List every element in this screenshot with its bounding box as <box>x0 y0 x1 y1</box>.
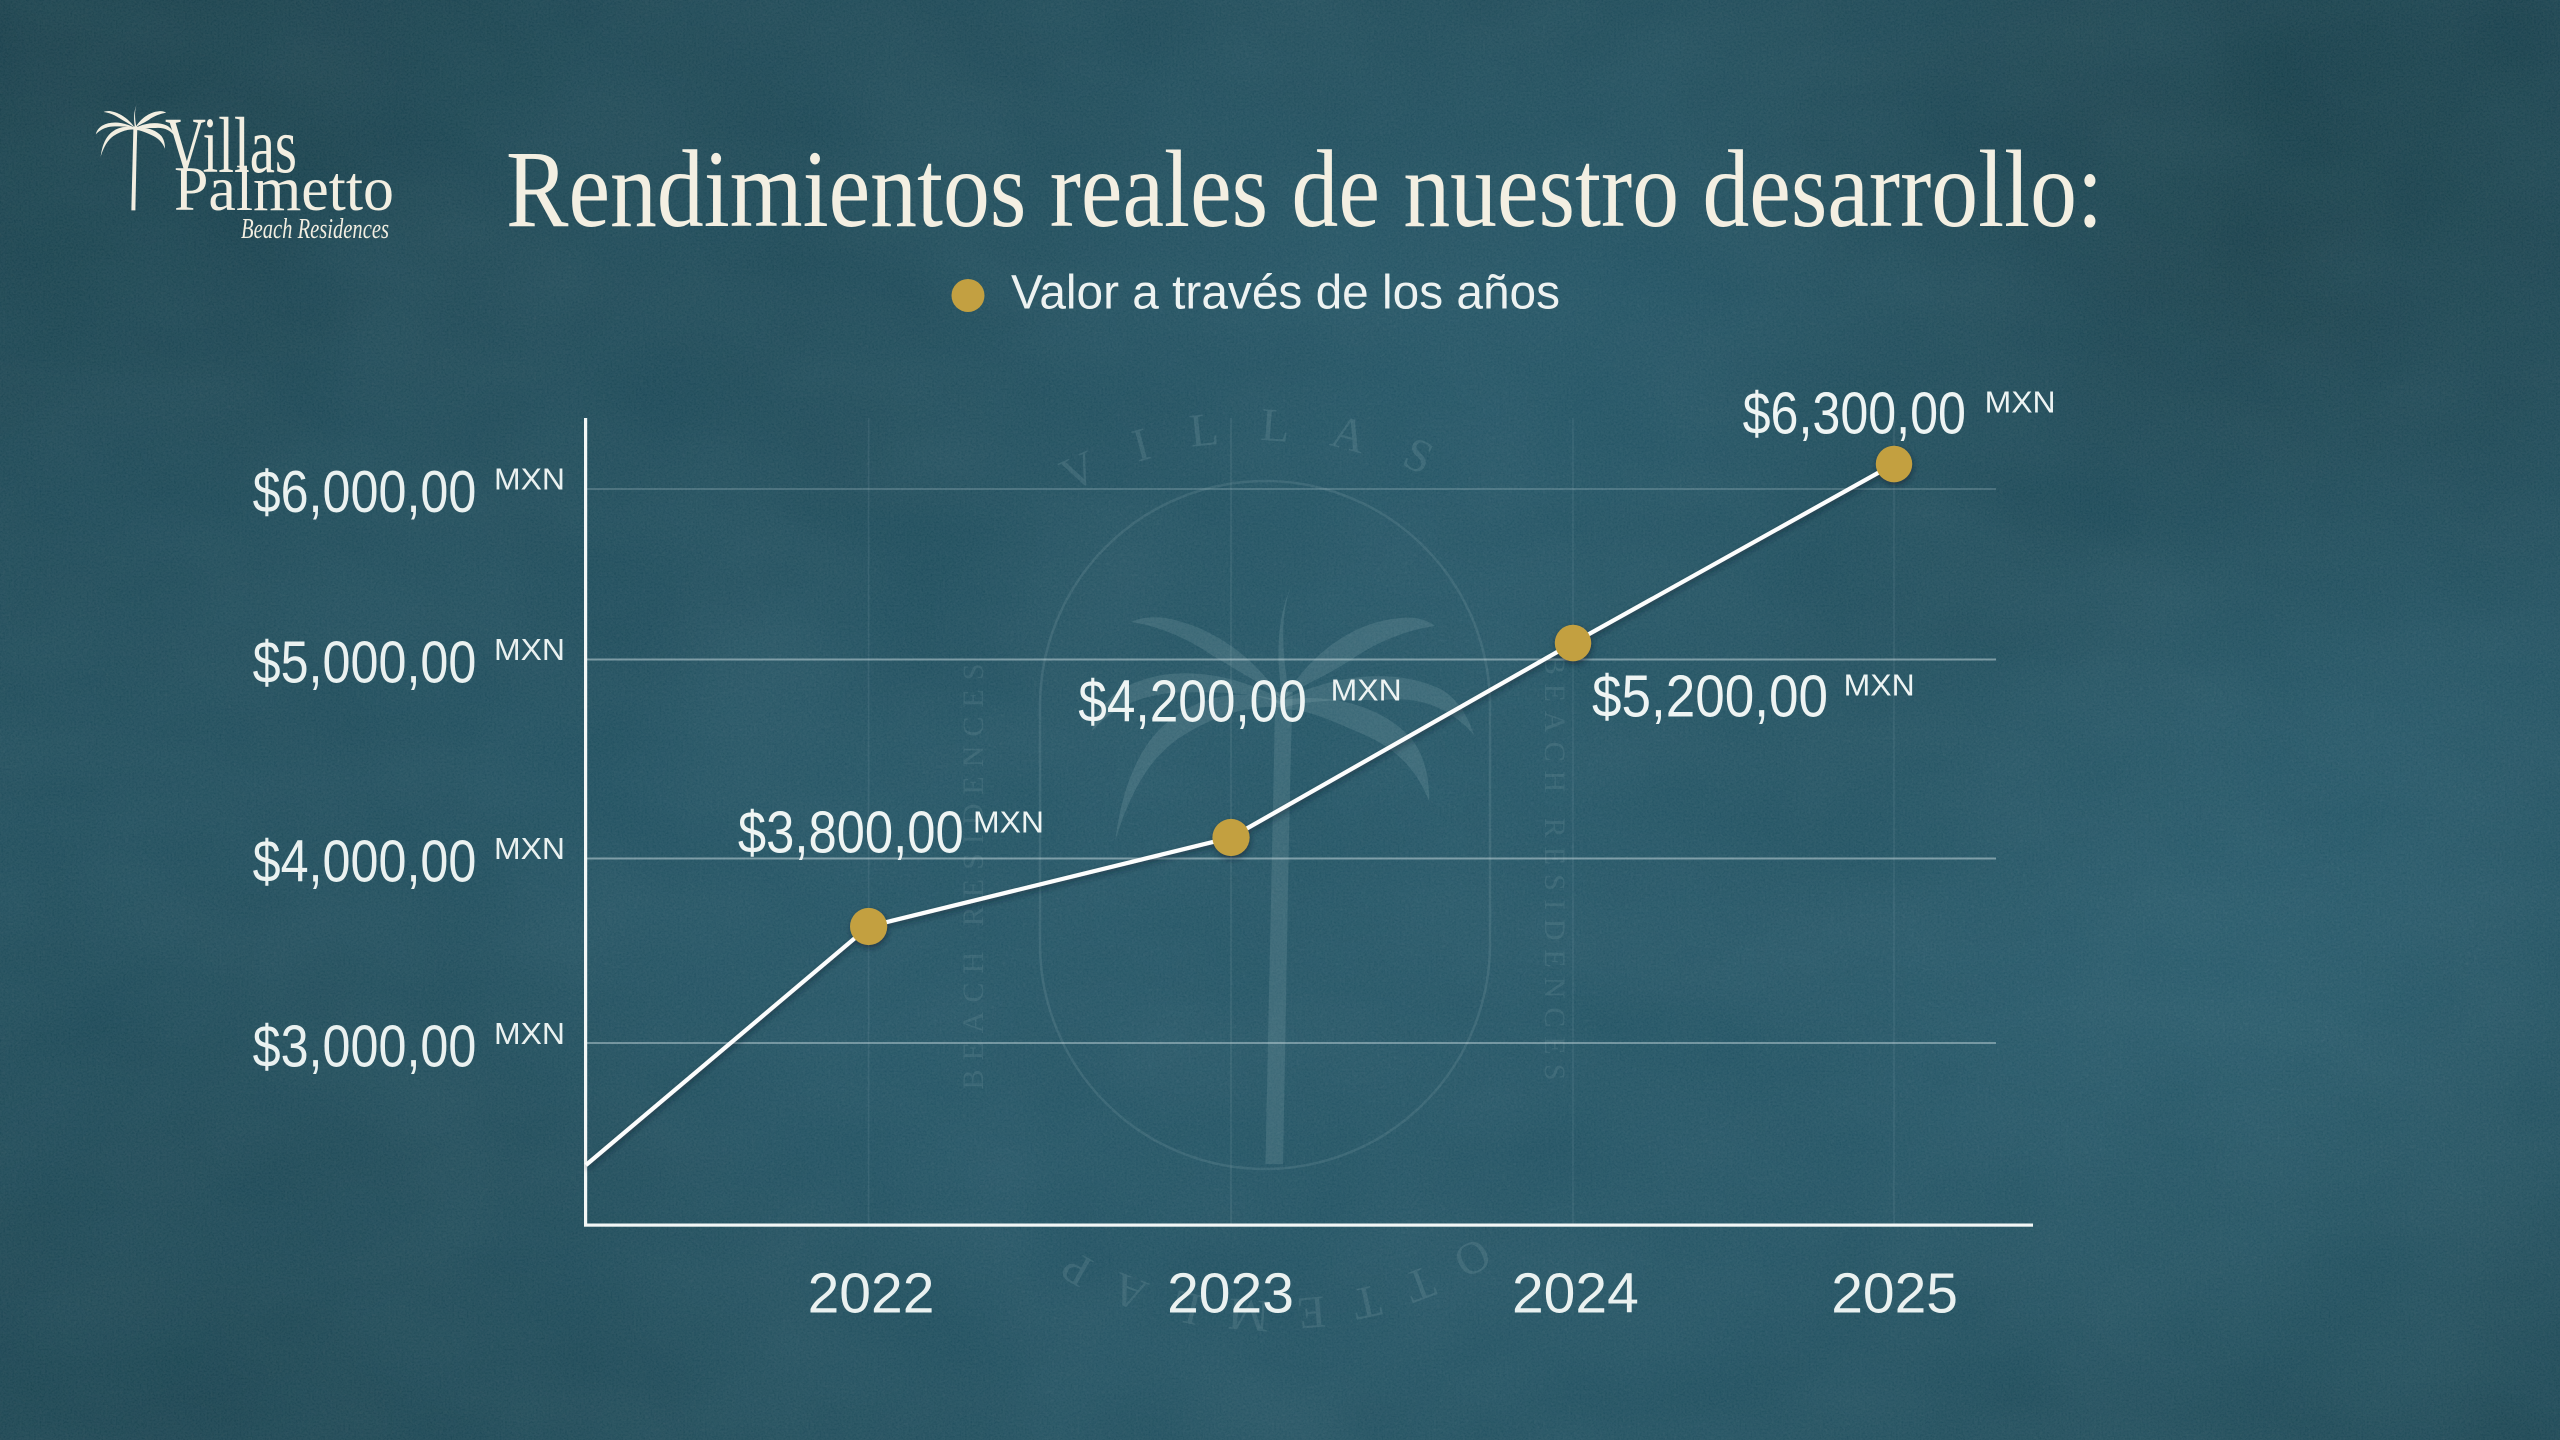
svg-text:$4,000,00: $4,000,00 <box>253 829 477 895</box>
svg-text:2022: 2022 <box>808 1262 935 1326</box>
svg-text:MXN: MXN <box>1844 669 1915 703</box>
svg-text:MXN: MXN <box>1985 385 2056 419</box>
svg-text:2024: 2024 <box>1512 1262 1639 1326</box>
svg-text:Palmetto: Palmetto <box>174 154 394 224</box>
svg-text:MXN: MXN <box>1331 674 1402 708</box>
svg-text:Valor a través de los años: Valor a través de los años <box>1011 266 1560 319</box>
svg-text:Beach Residences: Beach Residences <box>241 214 389 245</box>
svg-text:MXN: MXN <box>494 463 565 497</box>
svg-text:$4,200,00: $4,200,00 <box>1078 669 1307 735</box>
svg-text:MXN: MXN <box>494 633 565 667</box>
svg-text:MXN: MXN <box>494 832 565 866</box>
svg-text:$3,800,00: $3,800,00 <box>738 800 964 866</box>
svg-text:$5,000,00: $5,000,00 <box>253 630 477 696</box>
svg-text:MXN: MXN <box>973 806 1044 840</box>
svg-text:$3,000,00: $3,000,00 <box>253 1013 477 1079</box>
svg-text:2025: 2025 <box>1831 1262 1958 1326</box>
svg-text:$6,000,00: $6,000,00 <box>253 459 477 525</box>
svg-text:2023: 2023 <box>1167 1262 1294 1326</box>
svg-text:BEACH RESIDENCES: BEACH RESIDENCES <box>1538 655 1571 1090</box>
svg-text:BEACH RESIDENCES: BEACH RESIDENCES <box>957 655 990 1090</box>
svg-text:$5,200,00: $5,200,00 <box>1592 664 1828 730</box>
svg-text:MXN: MXN <box>494 1017 565 1051</box>
svg-text:Rendimientos reales de nuestro: Rendimientos reales de nuestro desarroll… <box>506 128 2103 250</box>
svg-text:$6,300,00: $6,300,00 <box>1743 380 1966 446</box>
svg-text:Villas: Villas <box>165 103 297 190</box>
